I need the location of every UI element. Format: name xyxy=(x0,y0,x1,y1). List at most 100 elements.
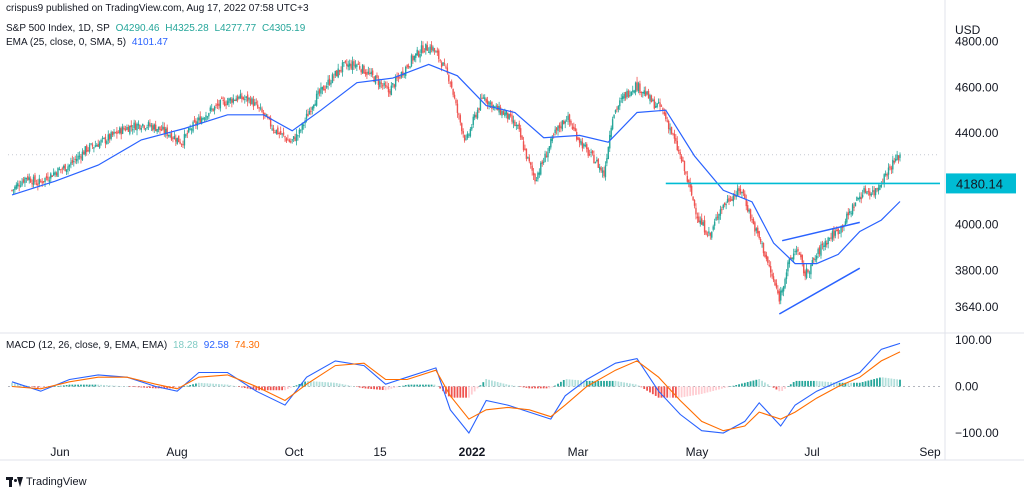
candle-body xyxy=(239,93,242,99)
candle-body xyxy=(301,123,303,130)
candle-body xyxy=(889,166,891,168)
low-value: L4277.77 xyxy=(214,23,257,34)
candle-body xyxy=(561,120,564,130)
candle-body xyxy=(702,222,704,226)
candle-body xyxy=(732,195,735,202)
macd-histogram-bar xyxy=(401,385,404,387)
candle-body xyxy=(471,126,473,130)
candle-body xyxy=(35,183,38,185)
macd-histogram-bar xyxy=(103,385,105,387)
candle-body xyxy=(782,286,785,292)
candle-body xyxy=(366,72,368,76)
candle-body xyxy=(88,144,91,152)
macd-histogram-bar xyxy=(54,386,57,387)
candle-body xyxy=(689,181,691,188)
macd-histogram-bar xyxy=(723,386,726,388)
macd-histogram-bar xyxy=(749,381,752,387)
candle-body xyxy=(334,70,337,76)
macd-histogram-bar xyxy=(436,385,439,387)
candle-body xyxy=(504,112,506,117)
candle-body xyxy=(807,270,809,272)
candle-body xyxy=(838,232,841,234)
macd-histogram-bar xyxy=(456,386,459,398)
candle-body xyxy=(55,172,58,176)
candle-body xyxy=(284,136,286,138)
macd-histogram-bar xyxy=(542,386,545,389)
candle-body xyxy=(643,90,645,95)
candle-body xyxy=(406,65,408,68)
candle-body xyxy=(502,111,505,115)
candle-body xyxy=(629,95,631,97)
candle-body xyxy=(604,165,607,178)
macd-histogram-bar xyxy=(804,380,807,387)
candle-body xyxy=(182,144,184,146)
macd-histogram-bar xyxy=(585,380,588,387)
ema-line xyxy=(11,63,901,265)
macd-histogram-bar xyxy=(605,380,608,387)
price-tick-label: 3800.00 xyxy=(955,263,999,277)
candle-body xyxy=(573,126,575,129)
candle-body xyxy=(186,133,189,135)
macd-histogram-bar xyxy=(812,380,815,387)
candle-body xyxy=(690,185,693,196)
candle-body xyxy=(780,290,782,301)
candle-body xyxy=(578,138,581,143)
legend-ema: EMA (25, close, 0, SMA, 5) 4101.47 xyxy=(6,37,171,49)
candle-body xyxy=(271,128,273,130)
macd-histogram-bar xyxy=(502,383,505,387)
macd-histogram-bar xyxy=(261,386,263,391)
candle-body xyxy=(468,134,470,136)
macd-histogram-bar xyxy=(482,382,485,387)
candle-body xyxy=(380,82,382,84)
macd-histogram-bar xyxy=(189,385,192,387)
candle-body xyxy=(295,133,298,142)
candle-body xyxy=(466,133,469,138)
candle-body xyxy=(721,209,723,211)
candle-body xyxy=(425,43,427,51)
candle-body xyxy=(785,272,788,280)
candle-body xyxy=(433,48,436,52)
candle-body xyxy=(251,98,253,104)
candle-body xyxy=(893,160,895,163)
candle-body xyxy=(97,143,99,147)
candle-body xyxy=(479,99,482,111)
candle-body xyxy=(32,176,35,185)
candle-body xyxy=(75,158,78,162)
macd-histogram-bar xyxy=(281,386,284,391)
candle-body xyxy=(574,128,576,132)
candle-body xyxy=(863,187,865,193)
candle-body xyxy=(567,115,569,120)
candle-body xyxy=(827,237,829,245)
candle-body xyxy=(853,206,855,208)
candle-body xyxy=(813,258,815,260)
candle-body xyxy=(189,128,191,130)
candle-body xyxy=(124,128,127,131)
candle-body xyxy=(257,104,259,108)
macd-histogram-bar xyxy=(16,383,19,387)
candle-body xyxy=(887,167,890,175)
candle-body xyxy=(696,216,699,219)
candle-body xyxy=(630,91,633,96)
macd-histogram-bar xyxy=(617,381,620,387)
candle-body xyxy=(123,128,125,130)
candle-body xyxy=(548,146,551,152)
candle-body xyxy=(678,149,680,152)
candle-body xyxy=(511,115,513,122)
candle-body xyxy=(259,107,262,109)
macd-histogram-bar xyxy=(77,384,79,387)
macd-histogram-bar xyxy=(537,386,539,389)
candle-body xyxy=(652,99,654,101)
macd-histogram-bar xyxy=(11,382,13,387)
candle-body xyxy=(808,272,811,274)
candle-body xyxy=(836,230,838,232)
macd-histogram-bar xyxy=(755,379,758,387)
macd-histogram-bar xyxy=(378,386,381,390)
macd-histogram-bar xyxy=(577,380,580,387)
macd-histogram-bar xyxy=(669,386,671,398)
macd-histogram-bar xyxy=(243,386,246,388)
macd-histogram-bar xyxy=(485,379,488,387)
macd-histogram-bar xyxy=(177,386,180,388)
macd-histogram-bar xyxy=(493,381,496,387)
legend-symbol: S&P 500 Index, 1D, SP O4290.46 H4325.28 … xyxy=(6,23,308,35)
